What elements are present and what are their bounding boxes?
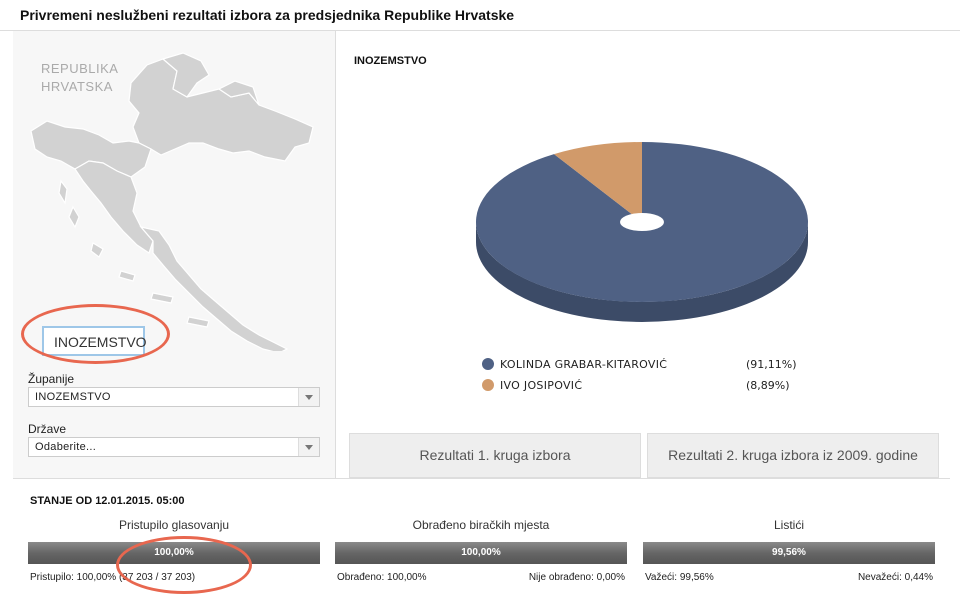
pie-slice-2[interactable] [554, 142, 642, 222]
turnout-title: Pristupilo glasovanju [118, 518, 230, 532]
croatia-map[interactable] [13, 31, 335, 351]
right-panel: INOZEMSTVO KOLINDA GRABAR-KITAROVIĆ (91,… [336, 31, 950, 478]
map-label-republika: REPUBLIKA [41, 61, 119, 76]
drzave-label: Države [28, 422, 67, 436]
page-title: Privremeni neslužbeni rezultati izbora z… [20, 7, 515, 23]
tab-second-round-2009[interactable]: Rezultati 2. kruga izbora iz 2009. godin… [647, 433, 939, 478]
pie-chart [476, 142, 808, 322]
processed-bar-fill [335, 542, 627, 564]
pie-hole [620, 213, 664, 231]
title-bar: Privremeni neslužbeni rezultati izbora z… [0, 0, 960, 31]
legend-dot-1 [482, 358, 494, 370]
drzave-select-value: Odaberite... [35, 441, 97, 453]
left-panel: REPUBLIKA HRVATSKA INOZEMSTVO Županije I… [13, 31, 336, 478]
legend-name-2: IVO JOSIPOVIĆ [500, 379, 583, 392]
processed-bar: 100,00% [335, 542, 627, 564]
status-timestamp: STANJE OD 12.01.2015. 05:00 [30, 495, 185, 507]
processed-title: Obrađeno biračkih mjesta [412, 518, 550, 532]
map-label-hrvatska: HRVATSKA [41, 79, 113, 94]
chevron-down-icon[interactable] [298, 438, 319, 456]
zupanije-select-value: INOZEMSTVO [35, 391, 111, 403]
unprocessed-note: Nije obrađeno: 0,00% [528, 572, 625, 583]
processed-note: Obrađeno: 100,00% [337, 572, 427, 583]
turnout-note: Pristupilo: 100,00% (37 203 / 37 203) [30, 572, 196, 583]
highlight-ring [21, 304, 170, 364]
legend-name-1: KOLINDA GRABAR-KITAROVIĆ [500, 358, 668, 371]
invalid-note: Nevažeći: 0,44% [857, 572, 933, 583]
stats-panel: STANJE OD 12.01.2015. 05:00 Pristupilo g… [13, 478, 950, 606]
zupanije-select[interactable]: INOZEMSTVO [28, 387, 320, 407]
processed-bar-label: 100,00% [461, 547, 501, 558]
pie-side [476, 222, 808, 322]
highlight-ring [116, 536, 252, 594]
chevron-down-icon[interactable] [298, 388, 319, 406]
ballots-bar-fill [643, 542, 934, 564]
tab-first-round[interactable]: Rezultati 1. kruga izbora [349, 433, 641, 478]
ballots-bar: 99,56% [643, 542, 935, 564]
chart-title: INOZEMSTVO [354, 55, 427, 67]
ballots-bar-label: 99,56% [772, 547, 806, 558]
legend-pct-2: (8,89%) [746, 379, 790, 392]
drzave-select[interactable]: Odaberite... [28, 437, 320, 457]
ballots-title: Listići [773, 518, 804, 532]
zupanije-label: Županije [28, 372, 75, 386]
legend-dot-2 [482, 379, 494, 391]
legend-pct-1: (91,11%) [746, 358, 797, 371]
valid-note: Važeći: 99,56% [645, 572, 714, 583]
